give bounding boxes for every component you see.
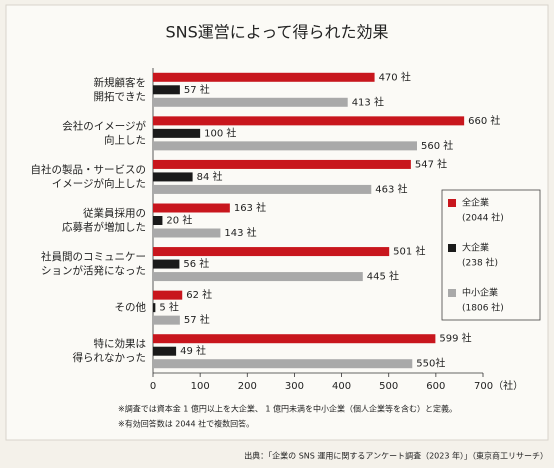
x-tick-label: 200	[238, 381, 257, 392]
bar	[153, 228, 221, 238]
y-tick-label: 特に効果は	[94, 337, 147, 350]
bar	[153, 116, 465, 126]
note: ※有効回答数は 2044 社で複数回答。	[118, 419, 254, 429]
bar	[153, 216, 163, 225]
legend-note: (1806 社)	[462, 302, 504, 314]
y-tick-label: 得られなかった	[73, 352, 147, 364]
y-tick-label: 自社の製品・サービスの	[31, 163, 147, 176]
value-label: 463 社	[375, 182, 407, 195]
bar	[153, 303, 156, 313]
value-label: 163 社	[234, 201, 266, 214]
bar	[153, 359, 413, 369]
legend-label: 中小企業	[462, 287, 498, 299]
legend-swatch	[448, 199, 456, 207]
x-tick-label: 600	[426, 381, 445, 392]
value-label: 49 社	[180, 344, 206, 357]
bar	[153, 247, 390, 257]
bar	[153, 203, 230, 213]
value-label: 84 社	[197, 170, 223, 183]
bar	[153, 259, 180, 269]
y-tick-label: 従業員採用の	[83, 207, 146, 220]
value-label: 5 社	[159, 301, 179, 314]
value-label: 57 社	[184, 313, 210, 326]
x-tick-label: 300	[285, 381, 304, 392]
x-tick-label: 500	[379, 381, 398, 392]
bar	[153, 346, 177, 356]
legend-box	[441, 189, 541, 321]
bar	[153, 172, 193, 182]
value-label: 56 社	[183, 257, 209, 270]
value-label: 501 社	[393, 245, 425, 258]
bar	[153, 128, 201, 138]
bar	[153, 272, 363, 282]
legend-swatch	[448, 244, 456, 252]
x-tick-label: 700（社）	[474, 379, 523, 392]
chart-title: SNS運営によって得られた効果	[165, 23, 388, 42]
value-label: 445 社	[367, 270, 399, 283]
value-label: 660 社	[468, 114, 500, 127]
bar	[153, 141, 417, 151]
bar	[153, 85, 180, 95]
value-label: 20 社	[166, 214, 192, 227]
y-tick-label: その他	[115, 301, 147, 314]
value-label: 57 社	[184, 83, 210, 96]
bar	[153, 72, 375, 82]
source: 出典：「企業の SNS 運用に関するアンケート調査（2023 年）」（東京商工リ…	[244, 451, 548, 461]
value-label: 599 社	[439, 332, 471, 345]
legend-label: 全企業	[462, 197, 489, 209]
bar	[153, 290, 183, 300]
value-label: 62 社	[186, 288, 212, 301]
legend-note: (2044 社)	[462, 212, 504, 224]
bar	[153, 159, 411, 169]
value-label: 560 社	[421, 139, 453, 152]
x-tick-label: 400	[332, 381, 351, 392]
legend-label: 大企業	[462, 242, 489, 254]
bar	[153, 97, 348, 107]
value-label: 470 社	[379, 70, 411, 83]
y-tick-label: イメージが向上した	[52, 177, 146, 190]
y-tick-label: 社員間のコミュニケー	[41, 250, 146, 263]
value-label: 550社	[416, 357, 445, 370]
y-tick-label: 開拓できた	[94, 91, 147, 103]
y-tick-label: 会社のイメージが	[62, 119, 146, 132]
y-tick-label: 新規顧客を	[94, 76, 147, 89]
bar	[153, 184, 372, 194]
x-tick-label: 100	[191, 381, 210, 392]
y-tick-label: 向上した	[104, 133, 146, 146]
bar	[153, 315, 180, 325]
legend-swatch	[448, 289, 456, 297]
value-label: 143 社	[224, 226, 256, 239]
value-label: 547 社	[415, 157, 447, 170]
y-tick-label: 応募者が増加した	[62, 221, 146, 234]
value-label: 413 社	[352, 95, 384, 108]
legend-note: (238 社)	[462, 257, 498, 269]
value-label: 100 社	[204, 126, 236, 139]
note: ※調査では資本金 1 億円以上を大企業、 1 億円未満を中小企業（個人企業等を含…	[118, 404, 457, 414]
bar	[153, 334, 436, 344]
y-tick-label: ションが活発になった	[41, 264, 146, 277]
x-tick-label: 0	[150, 381, 156, 392]
